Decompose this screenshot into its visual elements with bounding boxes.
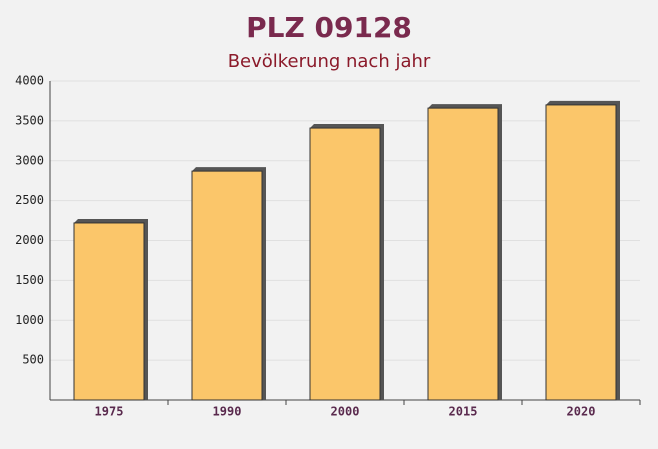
y-tick-label: 2000 [15,233,44,247]
y-tick-label: 1500 [15,273,44,287]
chart-title: PLZ 09128 [246,11,412,44]
x-tick-label: 1975 [95,405,124,419]
y-tick-label: 500 [22,353,44,367]
bar [73,222,145,401]
x-tick-label: 1990 [213,405,242,419]
bar [545,104,617,401]
bar [427,107,499,401]
y-tick-label: 3500 [15,113,44,127]
chart-subtitle: Bevölkerung nach jahr [228,51,431,72]
bar [191,170,263,401]
bar [309,127,381,401]
y-tick-label: 4000 [15,74,44,88]
y-tick-label: 2500 [15,193,44,207]
x-tick-label: 2020 [567,405,596,419]
y-tick-label: 3000 [15,153,44,167]
x-tick-label: 2000 [331,405,360,419]
x-tick-label: 2015 [449,405,478,419]
y-tick-label: 1000 [15,313,44,327]
